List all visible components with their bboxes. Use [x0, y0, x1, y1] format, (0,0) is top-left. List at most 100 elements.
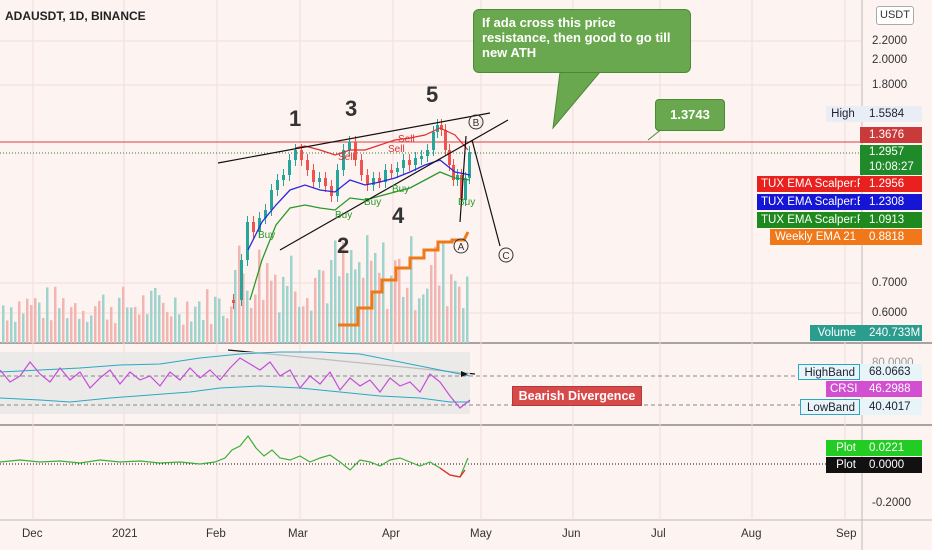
candle-body: [456, 175, 459, 180]
volume-bar: [338, 276, 341, 343]
candle-body: [420, 156, 423, 159]
candle-body: [306, 160, 309, 170]
volume-bar: [110, 306, 113, 343]
volume-bar: [158, 295, 161, 343]
volume-bar: [254, 294, 257, 343]
osc-plot-1-value: 0.0221: [860, 440, 922, 456]
volume-bar: [274, 274, 277, 343]
candle-body: [354, 142, 357, 160]
signal-sell-2: Sell: [388, 144, 405, 155]
volume-bar: [454, 280, 457, 343]
candle-body: [252, 222, 255, 232]
volume-bar: [66, 318, 69, 343]
volume-bar: [6, 320, 9, 343]
volume-bar: [306, 298, 309, 343]
volume-bar: [218, 298, 221, 343]
volume-bar: [90, 315, 93, 343]
time-tick-jun: Jun: [562, 528, 581, 540]
volume-bar: [22, 313, 25, 343]
ind-tag-2-name: TUX EMA Scalper:Plot: [757, 212, 877, 228]
volume-bar: [270, 280, 273, 343]
candle-body: [294, 150, 297, 160]
volume-bar: [86, 321, 89, 343]
signal-buy-2: Buy: [335, 210, 352, 221]
time-tick-mar: Mar: [288, 528, 308, 540]
volume-bar: [130, 307, 133, 343]
volume-bar: [190, 321, 193, 343]
volume-bars: [2, 235, 469, 343]
volume-bar: [178, 314, 181, 343]
volume-bar: [230, 306, 233, 343]
candle-body: [270, 190, 273, 210]
volume-bar: [414, 310, 417, 343]
volume-bar: [458, 286, 461, 343]
ind-tag-0-name: TUX EMA Scalper:Plot: [757, 176, 877, 192]
divergence-arrow: [461, 371, 468, 377]
ind-tag-1-name: TUX EMA Scalper:EMA: [757, 194, 882, 210]
chart-symbol-title: ADAUSDT, 1D, BINANCE: [5, 9, 146, 23]
volume-bar: [394, 260, 397, 343]
candle-body: [240, 260, 243, 300]
candle-body: [452, 165, 455, 180]
crsi-lowband-line: [0, 385, 470, 403]
crsi-value: 46.2988: [860, 381, 922, 397]
volume-bar: [314, 277, 317, 343]
wave-label-1: 1: [289, 106, 302, 131]
volume-bar: [106, 319, 109, 343]
candle-body: [232, 300, 235, 303]
wave-label-4: 4: [392, 203, 405, 228]
candle-body: [436, 125, 439, 132]
signal-buy-1: Buy: [258, 230, 275, 241]
volume-bar: [358, 262, 361, 343]
volume-bar: [354, 269, 357, 343]
candle-body: [426, 150, 429, 156]
volume-bar: [450, 274, 453, 343]
volume-tag-name: Volume: [810, 325, 860, 341]
candle-body: [440, 125, 443, 130]
volume-bar: [302, 306, 305, 343]
candle-body: [372, 178, 375, 185]
osc-tick: -0.2000: [872, 497, 912, 509]
volume-bar: [294, 291, 297, 343]
volume-bar: [246, 290, 249, 343]
candle-body: [366, 175, 369, 185]
wave-label-2: 2: [337, 233, 350, 258]
osc-line: [0, 434, 469, 478]
volume-bar: [46, 287, 49, 343]
wedge-upper-line: [217, 112, 491, 164]
candle-body: [378, 178, 381, 182]
volume-bar: [198, 301, 201, 343]
volume-bar: [134, 306, 137, 343]
volume-bar: [166, 312, 169, 343]
volume-bar: [278, 312, 281, 343]
candle-body: [402, 160, 405, 168]
candle-body: [460, 175, 463, 200]
volume-bar: [186, 301, 189, 343]
volume-bar: [362, 277, 365, 343]
high-label: High: [826, 106, 860, 122]
volume-bar: [398, 258, 401, 343]
time-tick-dec: Dec: [22, 528, 43, 540]
candle-body: [360, 160, 363, 175]
candle-body: [384, 170, 387, 182]
volume-bar: [30, 305, 33, 343]
candle-body: [444, 130, 447, 150]
time-tick-feb: Feb: [206, 528, 226, 540]
osc-plot-2-value: 0.0000: [860, 457, 922, 473]
currency-button[interactable]: USDT: [876, 6, 914, 25]
volume-bar: [210, 324, 213, 343]
weekly-ema-line: [338, 231, 470, 327]
volume-bar: [54, 286, 57, 343]
candle-body: [318, 178, 321, 182]
volume-bar: [322, 270, 325, 343]
volume-bar: [214, 296, 217, 343]
volume-bar: [10, 307, 13, 343]
volume-bar: [206, 289, 209, 343]
candle-body: [324, 178, 327, 186]
candle-body: [342, 150, 345, 170]
candle-body: [276, 180, 279, 190]
target-price-callout: 1.3743: [655, 99, 725, 131]
ind-tag-3-value: 0.8818: [860, 229, 922, 245]
volume-bar: [374, 252, 377, 343]
